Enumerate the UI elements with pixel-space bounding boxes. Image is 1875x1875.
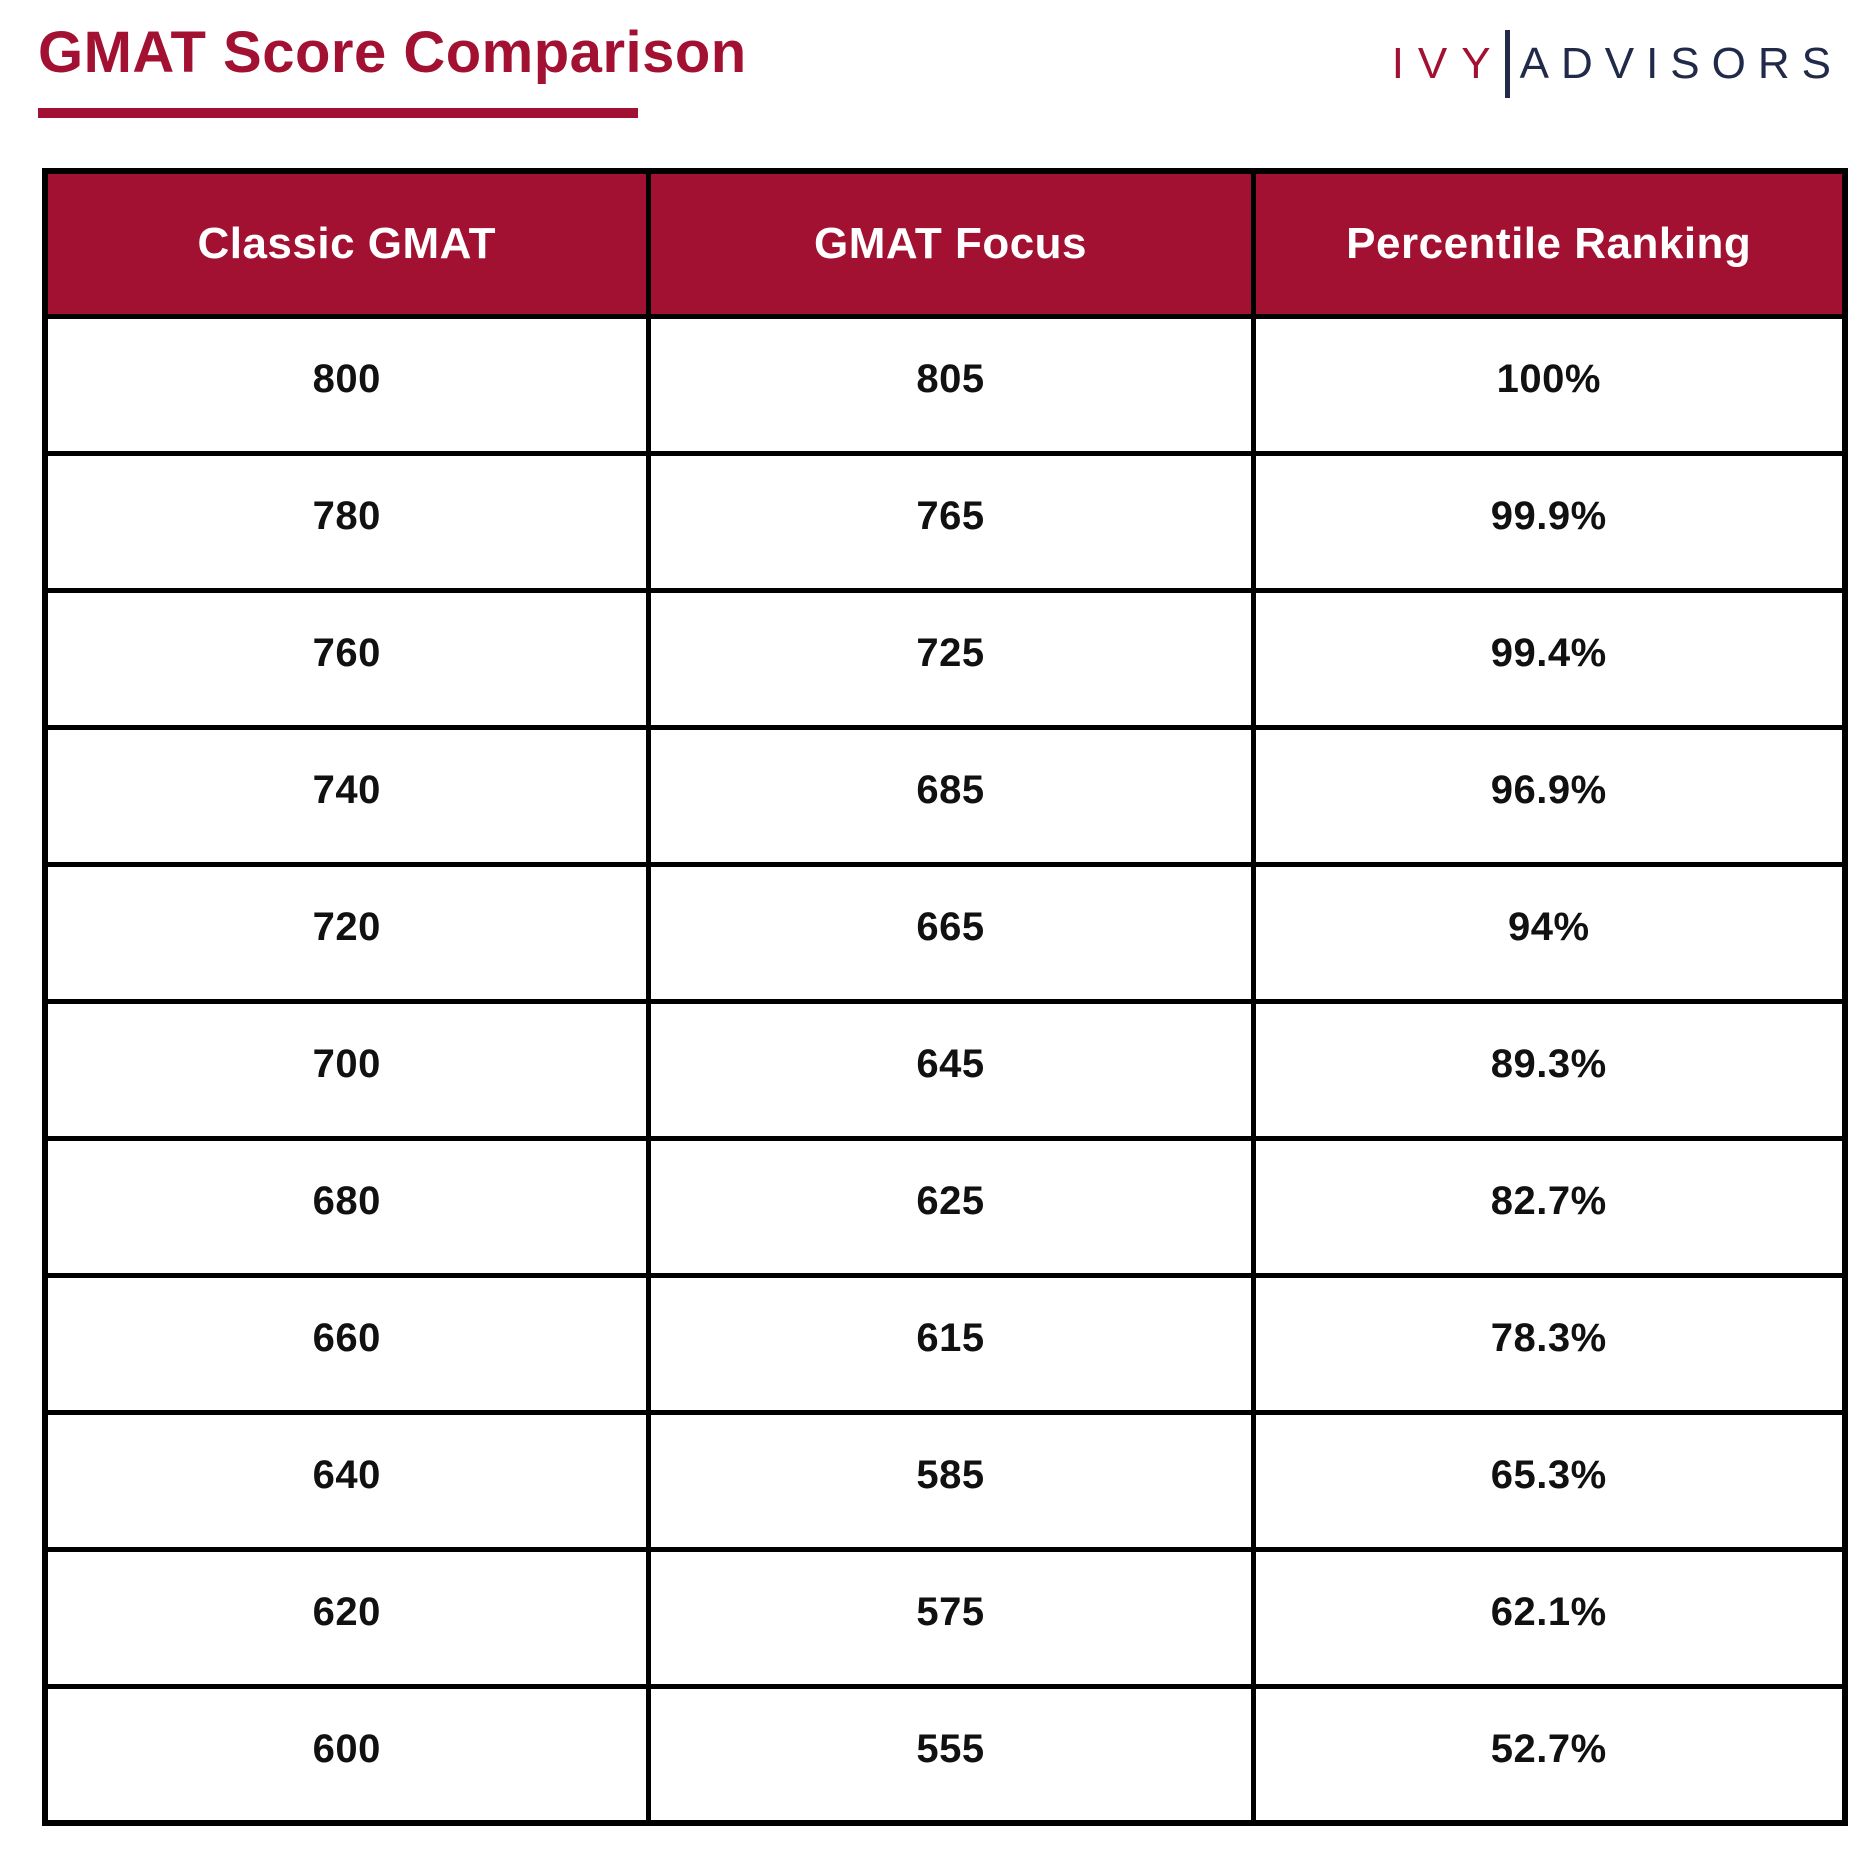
- gmat-score-table: Classic GMAT GMAT Focus Percentile Ranki…: [42, 168, 1848, 1826]
- table-cell-gmat-focus: 685: [645, 724, 1256, 867]
- table-cell-percentile: 100%: [1250, 313, 1848, 456]
- table-row: 700 645 89.3%: [42, 998, 1848, 1141]
- table-cell-classic-gmat: 780: [42, 450, 651, 593]
- title-block: GMAT Score Comparison: [38, 24, 747, 118]
- table-row: 780 765 99.9%: [42, 450, 1848, 593]
- table-row: 660 615 78.3%: [42, 1272, 1848, 1415]
- table-cell-gmat-focus: 805: [645, 313, 1256, 456]
- table-row: 680 625 82.7%: [42, 1135, 1848, 1278]
- table-cell-classic-gmat: 660: [42, 1272, 651, 1415]
- table-cell-classic-gmat: 620: [42, 1546, 651, 1689]
- table-cell-gmat-focus: 665: [645, 861, 1256, 1004]
- page-title: GMAT Score Comparison: [38, 20, 747, 85]
- table-cell-percentile: 99.9%: [1250, 450, 1848, 593]
- table-cell-classic-gmat: 640: [42, 1409, 651, 1552]
- table-cell-percentile: 99.4%: [1250, 587, 1848, 730]
- logo-ivy-text: IVY: [1391, 39, 1505, 88]
- table-cell-percentile: 65.3%: [1250, 1409, 1848, 1552]
- table-cell-gmat-focus: 555: [645, 1683, 1256, 1826]
- table-row: 800 805 100%: [42, 313, 1848, 456]
- table-cell-percentile: 52.7%: [1250, 1683, 1848, 1826]
- table-row: 620 575 62.1%: [42, 1546, 1848, 1689]
- table-cell-gmat-focus: 765: [645, 450, 1256, 593]
- table-cell-gmat-focus: 625: [645, 1135, 1256, 1278]
- table-cell-classic-gmat: 680: [42, 1135, 651, 1278]
- table-cell-gmat-focus: 645: [645, 998, 1256, 1141]
- table-cell-gmat-focus: 585: [645, 1409, 1256, 1552]
- title-underline: [38, 108, 638, 118]
- table-cell-classic-gmat: 760: [42, 587, 651, 730]
- column-header-classic-gmat: Classic GMAT: [42, 168, 651, 319]
- table-cell-classic-gmat: 800: [42, 313, 651, 456]
- table-cell-classic-gmat: 740: [42, 724, 651, 867]
- table-cell-percentile: 82.7%: [1250, 1135, 1848, 1278]
- table-row: 740 685 96.9%: [42, 724, 1848, 867]
- table-cell-percentile: 78.3%: [1250, 1272, 1848, 1415]
- table-cell-percentile: 62.1%: [1250, 1546, 1848, 1689]
- logo-advisors-text: ADVISORS: [1519, 39, 1843, 88]
- table-row: 600 555 52.7%: [42, 1683, 1848, 1826]
- table-cell-percentile: 94%: [1250, 861, 1848, 1004]
- table-header-row: Classic GMAT GMAT Focus Percentile Ranki…: [42, 168, 1848, 319]
- column-header-percentile-ranking: Percentile Ranking: [1250, 168, 1848, 319]
- logo-divider-bar: [1504, 30, 1510, 98]
- table-cell-gmat-focus: 615: [645, 1272, 1256, 1415]
- table-cell-classic-gmat: 720: [42, 861, 651, 1004]
- table-row: 640 585 65.3%: [42, 1409, 1848, 1552]
- table-cell-gmat-focus: 725: [645, 587, 1256, 730]
- table-row: 760 725 99.4%: [42, 587, 1848, 730]
- table-cell-percentile: 96.9%: [1250, 724, 1848, 867]
- brand-logo: IVY ADVISORS: [1392, 30, 1843, 98]
- table-cell-classic-gmat: 700: [42, 998, 651, 1141]
- table-cell-gmat-focus: 575: [645, 1546, 1256, 1689]
- column-header-gmat-focus: GMAT Focus: [645, 168, 1256, 319]
- table-row: 720 665 94%: [42, 861, 1848, 1004]
- table-cell-percentile: 89.3%: [1250, 998, 1848, 1141]
- table-cell-classic-gmat: 600: [42, 1683, 651, 1826]
